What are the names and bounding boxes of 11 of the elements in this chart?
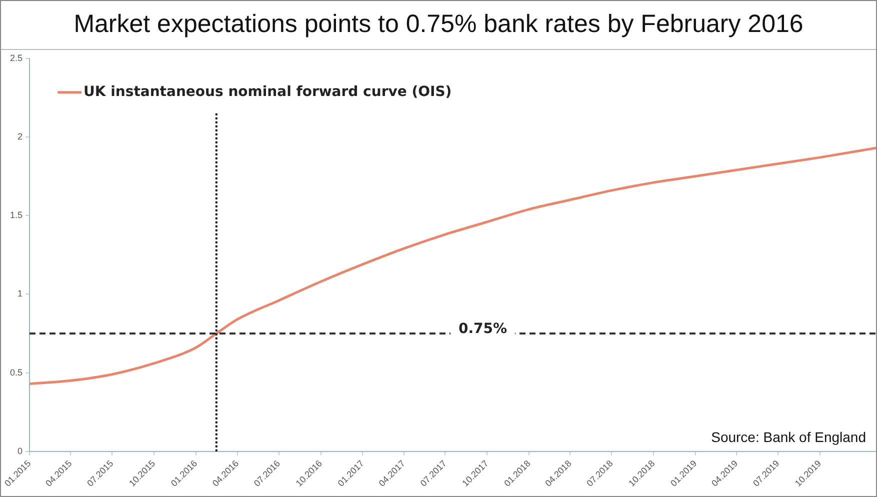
y-tick-label: 1.5: [10, 210, 23, 220]
legend-label: UK instantaneous nominal forward curve (OIS): [84, 84, 452, 100]
annotation: Source: Bank of England: [711, 429, 866, 446]
ref-line-label: 0.75%: [458, 321, 508, 338]
line-series: [30, 146, 876, 386]
chart-title: Market expectations points to 0.75% bank rates by February 2016: [1, 1, 876, 50]
y-tick-label: 0.5: [10, 367, 23, 378]
y-tick-label: 2.5: [10, 52, 23, 63]
y-tick-label: 0: [17, 446, 23, 456]
y-tick-label: 2: [17, 131, 23, 142]
y-tick-label: 1: [17, 288, 23, 299]
